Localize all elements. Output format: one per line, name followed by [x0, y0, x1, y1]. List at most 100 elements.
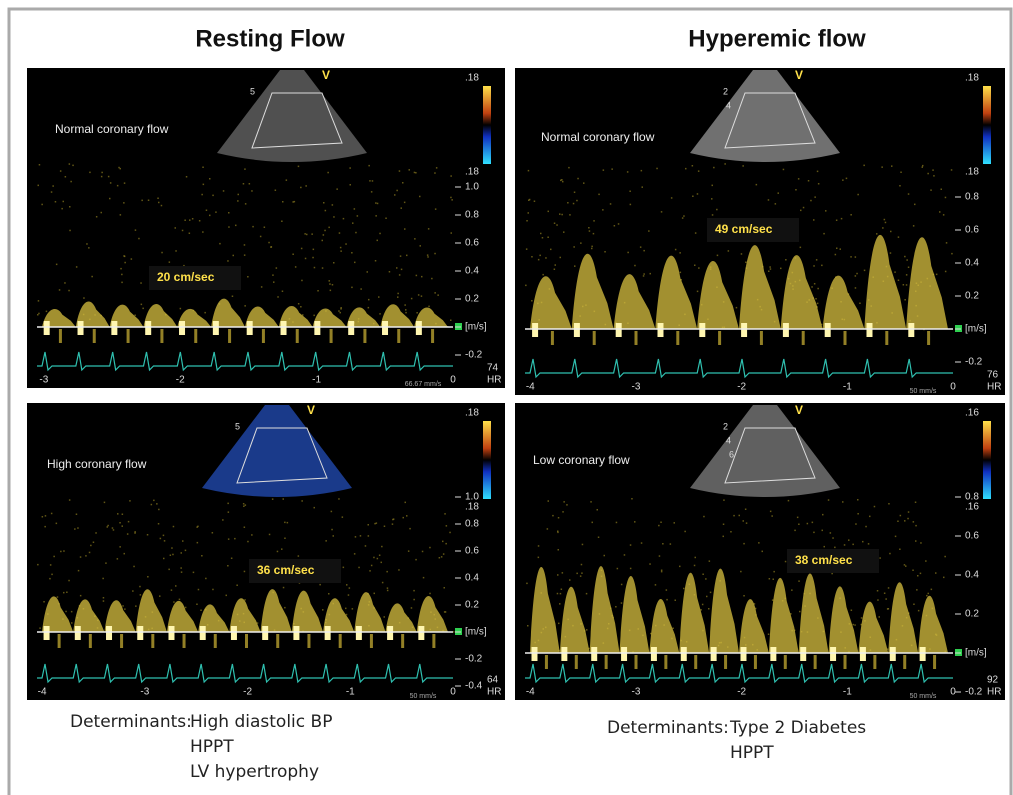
speckle	[593, 220, 595, 222]
speckle	[680, 272, 682, 274]
speckle	[559, 213, 561, 215]
speckle	[298, 166, 300, 168]
speckle	[569, 214, 571, 216]
scale-bottom: .16	[965, 502, 979, 513]
y-axis-label: 0.8	[965, 192, 979, 203]
speckle	[442, 541, 444, 543]
speckle	[548, 211, 550, 213]
speckle	[372, 180, 374, 182]
speckle	[243, 183, 245, 185]
speckle	[769, 578, 771, 580]
flow-reverse	[635, 655, 638, 669]
speckle	[768, 271, 770, 273]
speckle	[171, 589, 173, 591]
x-axis-label: -3	[632, 687, 641, 698]
speckle	[555, 264, 557, 266]
speckle	[675, 600, 677, 602]
speckle	[327, 172, 329, 174]
speckle	[172, 554, 174, 556]
speckle	[107, 526, 109, 528]
speckle	[173, 526, 175, 528]
speckle	[322, 609, 324, 611]
speckle	[227, 260, 229, 262]
speckle	[930, 189, 932, 191]
speckle	[913, 521, 915, 523]
color-bar	[483, 421, 491, 499]
x-axis-label: -3	[632, 382, 641, 393]
flow-bright	[711, 647, 717, 661]
flow-bright	[213, 321, 219, 335]
speckle	[660, 522, 662, 524]
speckle	[444, 513, 446, 515]
speckle	[547, 528, 549, 530]
flow-bright	[356, 626, 362, 640]
speckle	[756, 184, 758, 186]
speckle	[773, 579, 775, 581]
speckle	[357, 215, 359, 217]
speckle	[709, 560, 711, 562]
speckle	[931, 589, 933, 591]
speckle	[385, 218, 387, 220]
y-axis-label: -0.2	[965, 687, 983, 698]
speckle	[697, 193, 699, 195]
speckle	[736, 307, 738, 309]
flow-bright	[106, 626, 112, 640]
speckle	[367, 271, 369, 273]
speckle	[374, 523, 376, 525]
speckle	[591, 246, 593, 248]
speckle	[269, 534, 271, 536]
speckle	[800, 247, 802, 249]
flow-bright	[651, 647, 657, 661]
speckle	[119, 522, 121, 524]
speckle	[561, 179, 563, 181]
speckle	[381, 546, 383, 548]
speckle	[212, 532, 214, 534]
speckle	[37, 314, 39, 316]
speckle	[450, 175, 452, 177]
flow-bright	[145, 321, 151, 335]
speckle	[414, 238, 416, 240]
speckle	[913, 604, 915, 606]
speckle	[340, 250, 342, 252]
speckle	[206, 210, 208, 212]
speckle	[598, 537, 600, 539]
speckle	[275, 190, 277, 192]
speckle	[630, 544, 632, 546]
speckle	[295, 266, 297, 268]
speckle	[580, 242, 582, 244]
speckle	[151, 504, 153, 506]
scale-top: .18	[465, 73, 479, 84]
speckle	[196, 604, 198, 606]
speckle	[811, 286, 813, 288]
flow-reverse	[431, 329, 434, 343]
speckle	[768, 199, 770, 201]
speckle	[683, 588, 685, 590]
flow-bright	[137, 626, 143, 640]
speckle	[810, 200, 812, 202]
speckle	[72, 165, 74, 167]
flow-bright	[44, 321, 50, 335]
hr-value: 74	[487, 363, 499, 374]
y-axis-label: 0.8	[465, 210, 479, 221]
speckle	[139, 586, 141, 588]
speckle	[369, 570, 371, 572]
x-axis-label: 0	[950, 687, 956, 698]
flow-reverse	[873, 655, 876, 669]
hr-label: HR	[987, 687, 1001, 698]
speckle	[189, 219, 191, 221]
hr-label: HR	[487, 375, 501, 386]
flow-reverse	[885, 331, 888, 345]
speckle	[418, 294, 420, 296]
speckle	[834, 547, 836, 549]
speckle	[175, 585, 177, 587]
scale-bottom: .18	[465, 502, 479, 513]
speckle	[121, 282, 123, 284]
speckle	[233, 255, 235, 257]
speckle	[881, 166, 883, 168]
speckle	[864, 270, 866, 272]
speckle	[64, 282, 66, 284]
speckle	[118, 167, 120, 169]
x-axis-label: -1	[346, 687, 355, 698]
speckle	[399, 170, 401, 172]
y-axis-label: [m/s]	[965, 648, 987, 659]
